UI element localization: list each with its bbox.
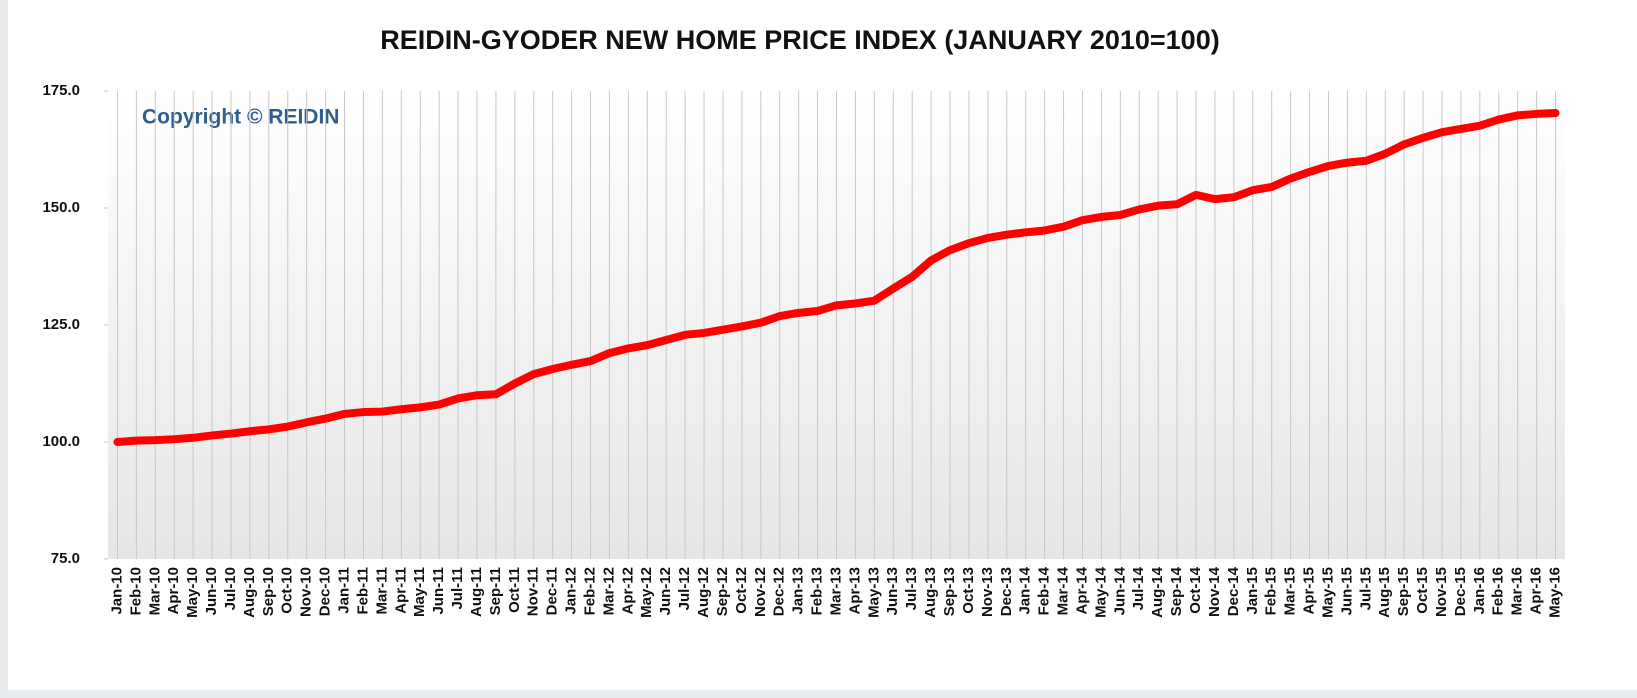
- x-tick-label: Mar-10: [146, 567, 163, 615]
- x-tick-label: May-15: [1319, 567, 1336, 618]
- x-tick-label: Dec-10: [317, 567, 334, 616]
- x-tick-label: Nov-12: [752, 567, 769, 617]
- x-tick-label: Aug-10: [241, 567, 258, 618]
- x-tick-label: Feb-10: [127, 567, 144, 615]
- x-tick-label: Oct-13: [960, 567, 977, 614]
- x-tick-label: Sep-14: [1168, 566, 1185, 616]
- x-tick-label: Nov-13: [979, 567, 996, 617]
- x-tick-label: Feb-15: [1263, 567, 1280, 615]
- x-tick-label: Jun-13: [884, 567, 901, 615]
- x-tick-label: Mar-16: [1509, 567, 1526, 615]
- x-tick-label: Nov-15: [1433, 567, 1450, 617]
- x-tick-label: Aug-12: [695, 567, 712, 618]
- x-tick-label: Mar-14: [1055, 566, 1072, 615]
- x-tick-label: Jun-11: [430, 567, 447, 615]
- x-tick-label: Mar-11: [373, 567, 390, 615]
- x-tick-label: Nov-10: [298, 567, 315, 617]
- x-tick-label: Mar-15: [1282, 567, 1299, 615]
- x-tick-label: Apr-11: [392, 567, 409, 614]
- x-tick-label: Jan-14: [1017, 566, 1034, 614]
- x-tick-label: Jul-13: [903, 567, 920, 610]
- x-tick-label: Jan-12: [563, 567, 580, 615]
- x-tick-label: Apr-16: [1528, 567, 1545, 615]
- x-tick-label: Mar-12: [600, 567, 617, 615]
- x-tick-label: Dec-11: [544, 567, 561, 615]
- x-tick-label: Jun-14: [1111, 566, 1128, 615]
- x-tick-label: Jul-10: [222, 567, 239, 610]
- x-tick-label: Feb-16: [1490, 567, 1507, 615]
- x-tick-label: Jun-15: [1338, 567, 1355, 615]
- x-tick-label: Feb-13: [809, 567, 826, 615]
- x-tick-label: Mar-13: [827, 567, 844, 615]
- x-tick-label: May-16: [1547, 567, 1564, 618]
- y-tick-label: 150.0: [42, 199, 80, 216]
- x-tick-label: Feb-12: [581, 567, 598, 615]
- x-tick-label: Oct-10: [279, 567, 296, 614]
- x-tick-label: Sep-13: [941, 567, 958, 616]
- x-tick-label: Sep-12: [714, 567, 731, 616]
- x-tick-label: Oct-14: [1187, 566, 1204, 613]
- y-tick-label: 100.0: [42, 433, 80, 450]
- x-tick-label: Aug-14: [1149, 566, 1166, 617]
- x-tick-label: Feb-11: [354, 567, 371, 615]
- x-tick-label: Jul-15: [1357, 567, 1374, 610]
- y-tick-label: 125.0: [42, 316, 80, 333]
- x-tick-label: Jul-11: [449, 567, 466, 610]
- x-tick-label: May-11: [411, 567, 428, 617]
- x-tick-label: Jan-15: [1244, 567, 1261, 615]
- x-tick-label: Jan-16: [1471, 567, 1488, 615]
- x-tick-label: Dec-12: [771, 567, 788, 616]
- y-tick-label: 175.0: [42, 82, 80, 99]
- x-tick-label: Dec-15: [1452, 567, 1469, 616]
- annotation: Copyright © REIDIN: [142, 106, 339, 129]
- x-tick-label: Oct-11: [506, 567, 523, 613]
- x-tick-label: May-13: [865, 567, 882, 618]
- x-tick-label: Aug-13: [922, 567, 939, 618]
- x-tick-label: Jan-13: [790, 567, 807, 615]
- x-tick-label: Jul-12: [676, 567, 693, 610]
- x-tick-label: May-14: [1092, 566, 1109, 618]
- x-tick-label: Apr-15: [1301, 567, 1318, 615]
- x-tick-label: Jul-14: [1130, 566, 1147, 610]
- x-tick-label: Apr-14: [1073, 566, 1090, 614]
- x-tick-label: Apr-10: [165, 567, 182, 615]
- x-tick-label: Nov-11: [525, 567, 542, 616]
- x-tick-label: Oct-15: [1414, 567, 1431, 614]
- y-tick-label: 75.0: [51, 550, 80, 567]
- x-tick-label: Nov-14: [1206, 566, 1223, 617]
- x-tick-label: Sep-15: [1395, 567, 1412, 616]
- x-tick-label: Sep-10: [260, 567, 277, 616]
- x-tick-label: Apr-13: [846, 567, 863, 615]
- x-tick-label: May-12: [638, 567, 655, 618]
- x-tick-label: Aug-15: [1376, 567, 1393, 618]
- x-tick-label: Aug-11: [468, 567, 485, 617]
- x-tick-label: Apr-12: [619, 567, 636, 615]
- x-tick-label: Sep-11: [487, 567, 504, 615]
- x-tick-label: Dec-14: [1225, 566, 1242, 616]
- chart-title: REIDIN-GYODER NEW HOME PRICE INDEX (JANU…: [380, 25, 1219, 55]
- x-tick-label: Jun-12: [657, 567, 674, 615]
- x-tick-label: Oct-12: [733, 567, 750, 614]
- x-tick-label: May-10: [184, 567, 201, 618]
- x-tick-label: Dec-13: [998, 567, 1015, 616]
- x-tick-label: Feb-14: [1036, 566, 1053, 615]
- x-tick-label: Jun-10: [203, 567, 220, 615]
- x-tick-label: Jan-11: [335, 567, 352, 614]
- x-tick-label: Jan-10: [108, 567, 125, 615]
- line: [113, 108, 1560, 446]
